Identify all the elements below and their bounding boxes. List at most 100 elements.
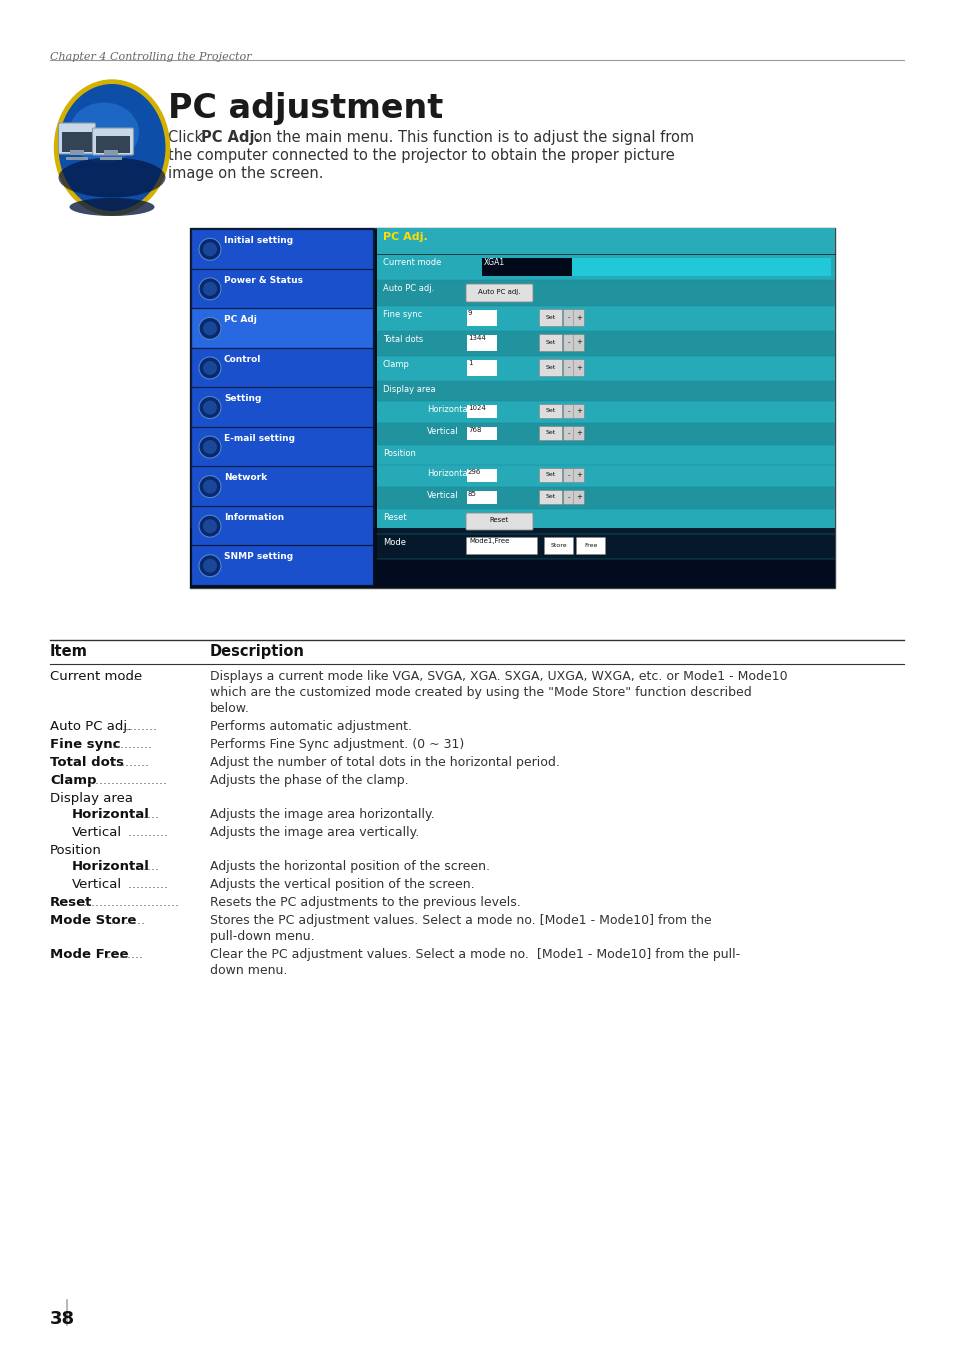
Bar [467, 427, 497, 440]
Text: 1: 1 [468, 360, 472, 366]
Bar [192, 309, 373, 348]
Text: PC Adj.: PC Adj. [382, 232, 427, 242]
Ellipse shape [58, 158, 165, 197]
Bar [376, 228, 834, 254]
Text: ..........: .......... [120, 878, 168, 891]
Text: Store: Store [550, 543, 567, 548]
Text: Set: Set [545, 472, 556, 478]
FancyBboxPatch shape [539, 427, 562, 440]
Bar [467, 468, 497, 482]
FancyBboxPatch shape [539, 490, 562, 505]
Text: Adjusts the image area horizontally.: Adjusts the image area horizontally. [210, 809, 435, 821]
Text: pull-down menu.: pull-down menu. [210, 930, 314, 944]
Bar [376, 279, 834, 306]
Text: .......: ....... [132, 809, 160, 821]
Bar [376, 401, 834, 423]
Bar [467, 491, 497, 504]
Bar [192, 270, 373, 308]
Text: Reset: Reset [489, 517, 508, 524]
FancyBboxPatch shape [563, 309, 574, 327]
Text: Set: Set [545, 364, 556, 370]
Text: Adjusts the horizontal position of the screen.: Adjusts the horizontal position of the s… [210, 860, 490, 873]
FancyBboxPatch shape [539, 335, 562, 351]
Text: Total dots: Total dots [382, 335, 423, 344]
Text: SNMP setting: SNMP setting [224, 552, 293, 562]
Bar [96, 135, 130, 153]
Text: +: + [576, 408, 581, 414]
Text: Adjusts the image area vertically.: Adjusts the image area vertically. [210, 826, 418, 838]
Text: Free: Free [583, 543, 598, 548]
Text: Control: Control [224, 355, 261, 363]
Text: -: - [567, 339, 570, 346]
Ellipse shape [199, 436, 221, 458]
Text: +: + [576, 339, 581, 346]
Bar [104, 150, 118, 154]
Bar [467, 310, 497, 325]
Bar [376, 423, 834, 446]
Bar [376, 254, 834, 279]
FancyBboxPatch shape [573, 359, 583, 377]
FancyBboxPatch shape [539, 468, 562, 482]
Text: -: - [567, 408, 570, 414]
Text: which are the customized mode created by using the "Mode Store" function describ: which are the customized mode created by… [210, 686, 751, 699]
FancyBboxPatch shape [539, 405, 562, 418]
Text: Position: Position [382, 450, 416, 458]
Text: E-mail setting: E-mail setting [224, 433, 294, 443]
Text: Display area: Display area [50, 792, 132, 805]
Text: Reset: Reset [382, 513, 406, 522]
Text: on the main menu. This function is to adjust the signal from: on the main menu. This function is to ad… [249, 130, 694, 144]
Text: below.: below. [210, 702, 250, 716]
Bar [192, 467, 373, 506]
FancyBboxPatch shape [573, 468, 583, 482]
Text: Clamp: Clamp [382, 360, 410, 369]
Bar [376, 331, 834, 356]
Text: Auto PC adj.: Auto PC adj. [477, 289, 519, 296]
FancyBboxPatch shape [58, 123, 95, 154]
Ellipse shape [199, 475, 221, 498]
Text: Display area: Display area [382, 385, 436, 394]
Ellipse shape [70, 198, 154, 216]
Ellipse shape [203, 520, 216, 533]
Text: Total dots: Total dots [50, 756, 124, 770]
Bar [376, 228, 834, 589]
Text: ..........: .......... [110, 756, 150, 770]
Text: Performs Fine Sync adjustment. (0 ~ 31): Performs Fine Sync adjustment. (0 ~ 31) [210, 738, 464, 751]
FancyBboxPatch shape [576, 537, 605, 555]
Bar [572, 258, 830, 275]
Ellipse shape [199, 239, 221, 261]
Text: .......: ....... [132, 860, 160, 873]
Bar [376, 306, 834, 331]
Ellipse shape [199, 317, 221, 339]
Text: Vertical: Vertical [71, 826, 122, 838]
FancyBboxPatch shape [573, 427, 583, 440]
FancyBboxPatch shape [465, 284, 533, 302]
Text: Horizontal: Horizontal [71, 860, 150, 873]
Text: 1344: 1344 [468, 335, 485, 342]
Ellipse shape [203, 440, 216, 454]
Text: the computer connected to the projector to obtain the proper picture: the computer connected to the projector … [168, 148, 674, 163]
Text: ..........: .......... [104, 948, 144, 961]
Text: Mode Store: Mode Store [50, 914, 136, 927]
Bar [376, 535, 834, 559]
Text: Adjust the number of total dots in the horizontal period.: Adjust the number of total dots in the h… [210, 756, 559, 770]
Text: Fine sync: Fine sync [50, 738, 120, 751]
Text: 1024: 1024 [468, 405, 485, 410]
Text: -: - [567, 315, 570, 320]
FancyBboxPatch shape [573, 405, 583, 418]
Text: 768: 768 [468, 427, 481, 433]
Text: +: + [576, 494, 581, 499]
FancyBboxPatch shape [539, 309, 562, 327]
Text: ......................: ...................... [80, 774, 168, 787]
Text: Network: Network [224, 474, 267, 482]
Text: Resets the PC adjustments to the previous levels.: Resets the PC adjustments to the previou… [210, 896, 520, 909]
FancyBboxPatch shape [563, 427, 574, 440]
FancyBboxPatch shape [573, 490, 583, 505]
Text: Position: Position [50, 844, 102, 857]
Ellipse shape [203, 282, 216, 296]
Ellipse shape [199, 516, 221, 537]
Text: Initial setting: Initial setting [224, 236, 293, 244]
FancyBboxPatch shape [563, 405, 574, 418]
Bar [70, 150, 84, 154]
Ellipse shape [203, 242, 216, 256]
Bar [190, 228, 375, 589]
